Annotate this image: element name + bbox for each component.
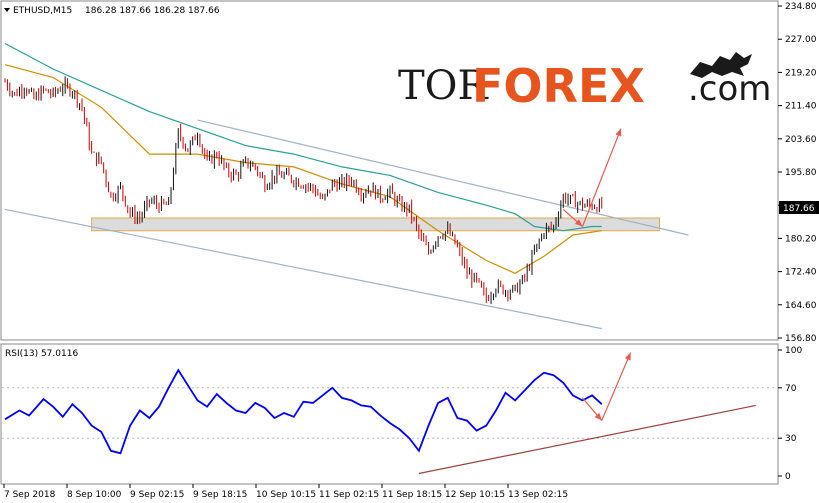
forecast-arrows-layer — [562, 128, 622, 227]
rsi-tick-label: 70 — [785, 384, 797, 394]
price-tick-label: 203.60 — [785, 135, 817, 145]
time-axis: 7 Sep 2018 8 Sep 10:00 9 Sep 02:15 9 Sep 18… — [3, 484, 568, 500]
price-tick-label: 195.80 — [785, 168, 817, 178]
rsi-panel-frame — [0, 343, 779, 485]
time-tick-label: 13 Sep 02:15 — [508, 490, 568, 500]
price-tick-label: 227.00 — [785, 35, 817, 45]
arrow-head — [624, 352, 631, 361]
symbol-label: ETHUSD,M15 — [13, 6, 72, 16]
torforex-logo: TOR FOREX .com — [398, 52, 771, 113]
channel-line — [4, 208, 602, 330]
time-tick-label: 11 Sep 02:15 — [319, 490, 379, 500]
rsi-tick-label: 0 — [785, 472, 791, 482]
time-tick-label: 9 Sep 18:15 — [193, 490, 247, 500]
time-tick-label: 8 Sep 10:00 — [67, 490, 122, 500]
time-tick-label: 7 Sep 2018 — [4, 490, 56, 500]
time-tick-label: 9 Sep 02:15 — [130, 490, 184, 500]
price-tick-label: 180.20 — [785, 234, 817, 244]
price-tick-label: 156.80 — [785, 334, 817, 344]
rsi-label: RSI(13) 57.0116 — [5, 349, 78, 359]
bull-bear-icon — [690, 52, 752, 78]
time-tick-label: 11 Sep 18:15 — [382, 490, 442, 500]
rsi-tick-label: 100 — [785, 346, 802, 356]
support-zone — [91, 217, 660, 232]
time-tick-label: 12 Sep 10:15 — [445, 490, 505, 500]
dropdown-triangle-icon — [4, 8, 10, 12]
price-tick-label: 164.60 — [785, 301, 817, 311]
arrow-head — [574, 219, 583, 227]
logo-tor-text: TOR — [398, 63, 489, 109]
rsi-axis: 100 70 30 0 — [2, 346, 802, 482]
rsi-layer — [4, 352, 756, 475]
rsi-line — [4, 368, 603, 455]
ohlc-label: 186.28 187.66 186.28 187.66 — [85, 6, 220, 16]
time-tick-label: 10 Sep 10:15 — [256, 490, 316, 500]
price-tick-label: 234.80 — [785, 2, 817, 12]
candles-layer — [4, 76, 603, 305]
support-zone-layer — [91, 217, 660, 232]
price-tick-label: 211.40 — [785, 102, 817, 112]
channel-lines-layer — [4, 119, 689, 330]
forecast-arrow — [581, 128, 622, 227]
main-panel-frame — [0, 0, 779, 341]
logo-forex-text: FOREX — [472, 59, 645, 113]
rsi-tick-label: 30 — [785, 434, 797, 444]
arrow-head — [615, 128, 622, 137]
channel-line — [197, 119, 689, 236]
current-price-text: 187.66 — [783, 204, 815, 214]
arrow-head — [594, 412, 602, 421]
rsi-forecast-arrow — [601, 352, 632, 421]
price-tick-label: 219.20 — [785, 68, 817, 78]
price-tick-label: 172.40 — [785, 268, 817, 278]
rsi-trend-line — [418, 404, 756, 475]
price-axis: 234.80227.00219.20211.40203.60195.80188.… — [778, 2, 817, 344]
current-price-badge: 187.66 — [779, 201, 819, 214]
